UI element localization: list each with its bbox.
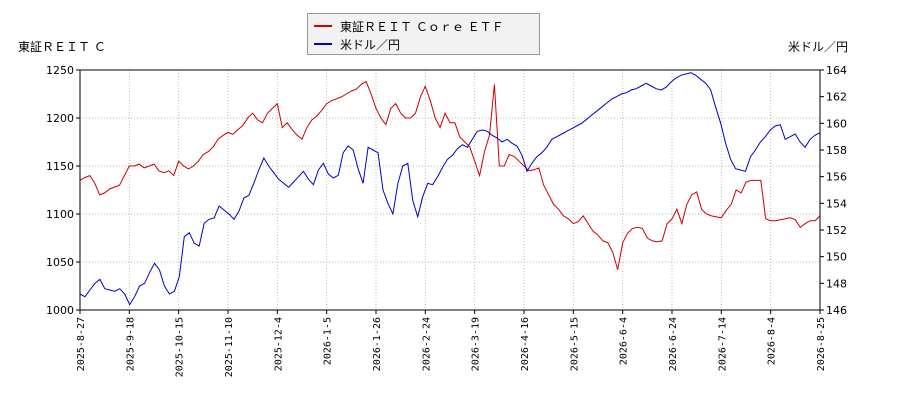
right-tick-label: 160	[826, 117, 847, 130]
right-tick-label: 152	[826, 224, 847, 237]
right-tick-label: 164	[826, 64, 847, 77]
x-tick-label: 2026-8-25	[816, 317, 827, 371]
x-tick-label: 2026-8-4	[767, 317, 778, 365]
left-tick-label: 1050	[46, 256, 74, 269]
left-tick-label: 1200	[46, 112, 74, 125]
left-tick-label: 1000	[46, 304, 74, 317]
x-tick-label: 2026-4-16	[520, 317, 531, 371]
left-tick-label: 1100	[46, 208, 74, 221]
right-tick-label: 154	[826, 197, 847, 210]
x-tick-label: 2026-1-5	[323, 317, 334, 365]
x-tick-label: 2026-6-24	[668, 317, 679, 371]
x-tick-label: 2026-3-19	[471, 317, 482, 371]
left-axis-title: 東証ＲＥＩＴ Ｃ	[18, 40, 106, 54]
right-tick-label: 150	[826, 251, 847, 264]
right-axis-title: 米ドル／円	[788, 40, 849, 54]
x-tick-label: 2026-2-24	[421, 317, 432, 371]
legend-item-usdjpy: 米ドル／円	[314, 35, 400, 53]
left-tick-label: 1250	[46, 64, 74, 77]
plot-area	[80, 70, 820, 310]
left-tick-label: 1150	[46, 160, 74, 173]
series-line-reit	[79, 80, 821, 270]
legend-swatch-reit	[314, 25, 332, 27]
x-tick-label: 2025-11-10	[224, 317, 235, 377]
x-tick-label: 2025-12-4	[273, 317, 284, 371]
legend: 東証ＲＥＩＴ Ｃｏｒｅ ＥＴＦ 米ドル／円	[307, 13, 540, 55]
legend-label-reit: 東証ＲＥＩＴ Ｃｏｒｅ ＥＴＦ	[340, 19, 504, 34]
x-tick-label: 2026-5-15	[569, 317, 580, 371]
right-tick-label: 146	[826, 304, 847, 317]
legend-label-usdjpy: 米ドル／円	[340, 37, 401, 52]
right-tick-label: 162	[826, 91, 847, 104]
legend-swatch-usdjpy	[314, 43, 332, 45]
x-tick-label: 2026-1-26	[372, 317, 383, 371]
right-tick-label: 148	[826, 277, 847, 290]
series-line-usdjpy	[79, 72, 821, 306]
x-tick-label: 2025-10-15	[175, 317, 186, 377]
x-tick-label: 2025-9-18	[125, 317, 136, 371]
x-tick-label: 2026-7-14	[717, 317, 728, 371]
right-tick-label: 158	[826, 144, 847, 157]
legend-item-reit: 東証ＲＥＩＴ Ｃｏｒｅ ＥＴＦ	[314, 17, 504, 35]
right-tick-label: 156	[826, 171, 847, 184]
x-tick-label: 2025-8-27	[76, 317, 87, 371]
plot-border	[79, 69, 821, 311]
x-tick-label: 2026-6-4	[619, 317, 630, 365]
